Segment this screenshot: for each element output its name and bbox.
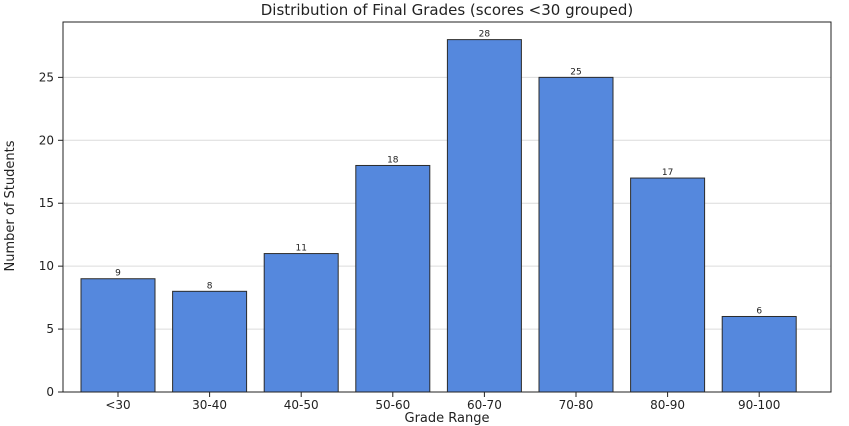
- bar: [263, 253, 339, 393]
- data-label: 25: [570, 67, 581, 77]
- y-tick-label: 25: [39, 70, 54, 84]
- y-tick-label: 5: [46, 322, 54, 336]
- bar: [355, 164, 431, 393]
- x-tick-label: 50-60: [375, 398, 410, 412]
- y-axis-label: Number of Students: [3, 140, 18, 271]
- data-label: 17: [662, 168, 673, 178]
- data-label: 18: [387, 155, 399, 165]
- chart-title: Distribution of Final Grades (scores <30…: [261, 1, 634, 19]
- x-tick-label: 30-40: [192, 398, 227, 412]
- data-label: 8: [207, 281, 213, 291]
- x-axis-label: Grade Range: [405, 411, 490, 426]
- x-tick-label: 80-90: [650, 398, 685, 412]
- data-label: 28: [479, 30, 491, 40]
- y-tick-label: 20: [39, 133, 54, 147]
- data-label: 11: [295, 244, 306, 254]
- bar: [446, 39, 522, 393]
- x-tick-label: <30: [105, 398, 130, 412]
- plot-frame: [62, 21, 832, 393]
- y-tick-label: 0: [46, 385, 54, 399]
- y-tick-label: 10: [39, 259, 54, 273]
- bar: [630, 177, 706, 393]
- x-tick-label: 70-80: [559, 398, 594, 412]
- x-tick-label: 90-100: [738, 398, 781, 412]
- x-tick-label: 40-50: [284, 398, 319, 412]
- bar: [172, 290, 248, 393]
- data-label: 9: [115, 269, 121, 279]
- bar: [721, 315, 797, 393]
- y-tick-label: 15: [39, 196, 54, 210]
- data-label: 6: [756, 306, 762, 316]
- bar: [80, 278, 156, 393]
- x-tick-label: 60-70: [467, 398, 502, 412]
- bar: [538, 76, 614, 393]
